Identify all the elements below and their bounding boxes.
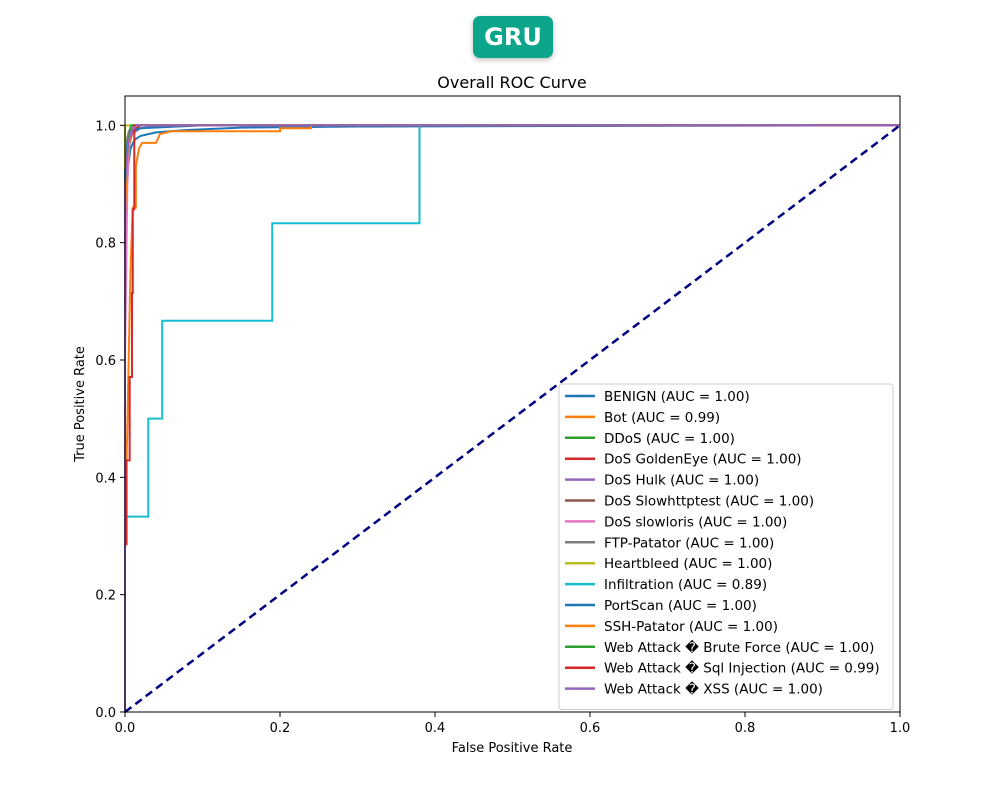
- diagonal-reference-line: [124, 124, 901, 713]
- x-tick-label-2: 0.4: [425, 721, 446, 736]
- x-axis: 0.0 0.2 0.4 0.6 0.8 1.0: [115, 712, 911, 736]
- legend-entry-9: Infiltration (AUC = 0.89): [604, 577, 767, 593]
- y-axis: 0.0 0.2 0.4 0.6 0.8 1.0: [95, 119, 125, 721]
- legend-entry-14: Web Attack � XSS (AUC = 1.00): [604, 681, 823, 698]
- legend-entry-8: Heartbleed (AUC = 1.00): [604, 556, 772, 572]
- legend-entry-7: FTP-Patator (AUC = 1.00): [604, 535, 774, 551]
- legend-entry-3: DoS GoldenEye (AUC = 1.00): [604, 452, 802, 468]
- x-tick-label-4: 0.8: [735, 721, 756, 736]
- legend-entry-13: Web Attack � Sql Injection (AUC = 0.99): [604, 660, 880, 677]
- y-tick-label-4: 0.8: [95, 237, 116, 252]
- y-tick-label-0: 0.0: [95, 706, 116, 721]
- series-line-13: [124, 124, 900, 712]
- legend-entry-6: DoS slowloris (AUC = 1.00): [604, 514, 787, 530]
- legend-entry-5: DoS Slowhttptest (AUC = 1.00): [604, 494, 814, 510]
- y-tick-label-5: 1.0: [95, 119, 116, 134]
- chart-title: Overall ROC Curve: [437, 73, 586, 92]
- axes-frame: [124, 95, 901, 713]
- x-axis-label: False Positive Rate: [452, 741, 573, 756]
- legend-entry-0: BENIGN (AUC = 1.00): [604, 389, 750, 405]
- model-badge: GRU: [473, 16, 553, 58]
- legend-entry-12: Web Attack � Brute Force (AUC = 1.00): [604, 639, 874, 656]
- legend-entry-4: DoS Hulk (AUC = 1.00): [604, 473, 759, 489]
- y-tick-label-2: 0.4: [95, 471, 116, 486]
- x-tick-label-3: 0.6: [580, 721, 601, 736]
- legend-box: [558, 383, 894, 710]
- legend-entry-10: PortScan (AUC = 1.00): [604, 598, 757, 614]
- x-tick-label-1: 0.2: [270, 721, 291, 736]
- x-tick-label-5: 1.0: [890, 721, 911, 736]
- y-axis-label: True Positive Rate: [73, 346, 88, 463]
- series-line-9: [124, 124, 900, 712]
- y-tick-label-3: 0.6: [95, 354, 116, 369]
- y-tick-label-1: 0.2: [95, 589, 116, 604]
- series-line-1: [124, 124, 900, 712]
- legend-entry-1: Bot (AUC = 0.99): [604, 410, 720, 426]
- legend-entry-11: SSH-Patator (AUC = 1.00): [604, 619, 778, 635]
- x-tick-label-0: 0.0: [115, 721, 136, 736]
- legend-entry-2: DDoS (AUC = 1.00): [604, 431, 735, 447]
- legend: BENIGN (AUC = 1.00) Bot (AUC = 0.99) DDoS …: [558, 383, 894, 710]
